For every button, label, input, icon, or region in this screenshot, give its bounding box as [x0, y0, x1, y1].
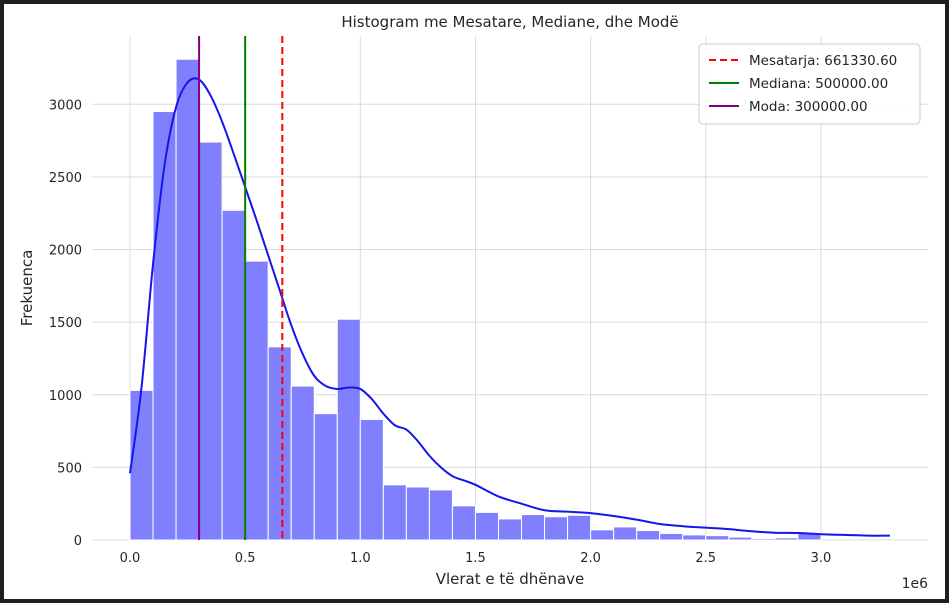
x-tick-label: 1.5 — [465, 551, 486, 566]
y-tick-label: 2500 — [49, 171, 82, 186]
histogram-bar — [728, 536, 753, 541]
histogram-bar — [428, 489, 453, 541]
histogram-bar — [567, 514, 592, 541]
histogram-bar — [244, 260, 269, 541]
y-axis-label: Frekuenca — [18, 250, 36, 327]
chart-figure: 0.0 0.5 1.0 1.5 2.0 2.5 3.0 0 500 1000 1500 2000 25… — [4, 4, 945, 599]
kde-curve — [129, 77, 891, 537]
histogram-bar — [336, 318, 361, 541]
y-tick-label: 0 — [74, 534, 82, 549]
x-tick-label: 2.5 — [695, 551, 716, 566]
statistic-lines — [198, 36, 284, 540]
legend: Mesatarja: 661330.60 Mediana: 500000.00 Mo… — [698, 43, 921, 125]
x-axis-label: Vlerat e të dhënave — [436, 570, 585, 588]
chart-title: Histogram me Mesatare, Mediane, dhe Modë — [341, 13, 678, 31]
legend-box — [698, 43, 921, 125]
y-axis-ticks: 0 500 1000 1500 2000 2500 3000 — [49, 98, 82, 549]
x-tick-label: 1.0 — [350, 551, 371, 566]
histogram-bar — [590, 529, 615, 541]
histogram-bar — [359, 418, 384, 541]
histogram-bar — [751, 538, 776, 541]
y-tick-label: 500 — [57, 461, 82, 476]
kde-curve-group — [129, 77, 891, 537]
histogram-bar — [497, 518, 523, 541]
x-axis-ticks: 0.0 0.5 1.0 1.5 2.0 2.5 3.0 — [120, 551, 832, 566]
histogram-bar — [613, 526, 638, 541]
histogram-bar — [175, 58, 200, 541]
y-tick-label: 3000 — [49, 98, 82, 113]
histogram-chart: 0.0 0.5 1.0 1.5 2.0 2.5 3.0 0 500 1000 1500 2000 25… — [18, 13, 929, 592]
x-tick-label: 0.0 — [120, 551, 141, 566]
histogram-bar — [313, 413, 338, 541]
x-tick-label: 2.0 — [580, 551, 601, 566]
legend-label: Moda: 300000.00 — [749, 99, 868, 115]
histogram-bar — [682, 534, 707, 541]
x-tick-label: 0.5 — [235, 551, 256, 566]
histogram-bar — [152, 111, 177, 541]
histogram-bar — [221, 209, 246, 541]
histogram-bar — [382, 484, 407, 541]
histogram-bar — [705, 535, 730, 541]
histogram-bar — [129, 389, 154, 541]
x-axis-offset-label: 1e6 — [902, 576, 929, 592]
histogram-bar — [636, 530, 661, 541]
histogram-bar — [451, 505, 476, 541]
histogram-bar — [198, 141, 223, 541]
histogram-bar — [474, 511, 499, 541]
y-tick-label: 2000 — [49, 244, 82, 259]
histogram-bar — [659, 532, 684, 541]
histogram-bar — [290, 385, 315, 541]
y-tick-label: 1500 — [49, 316, 82, 331]
x-tick-label: 3.0 — [811, 551, 832, 566]
histogram-bar — [544, 516, 569, 541]
legend-label: Mediana: 500000.00 — [749, 76, 888, 92]
legend-label: Mesatarja: 661330.60 — [749, 53, 897, 69]
histogram-bar — [405, 486, 430, 541]
y-tick-label: 1000 — [49, 389, 82, 404]
histogram-bar — [267, 346, 292, 541]
histogram-bar — [774, 537, 799, 541]
histogram-bar — [521, 514, 546, 541]
